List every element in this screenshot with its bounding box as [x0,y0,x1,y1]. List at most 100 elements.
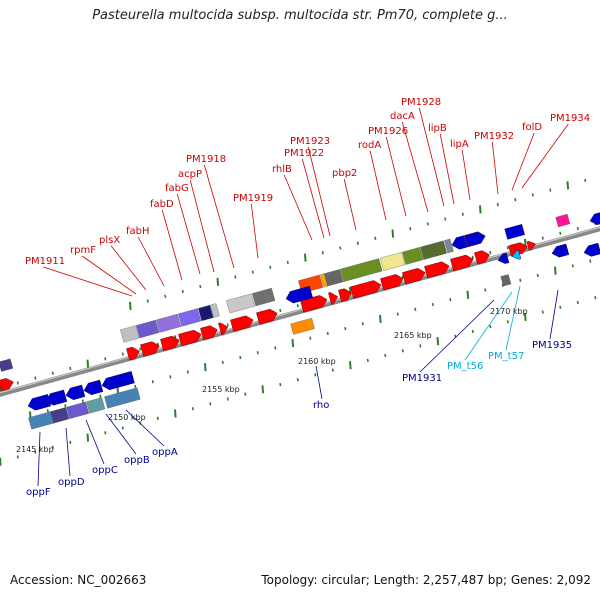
tick-mark [204,363,207,372]
tick-mark [589,259,592,263]
feature-block [104,387,141,409]
feature-block [420,240,448,260]
label-leader [65,427,71,477]
forward-gene-label: rhlB [272,164,292,175]
feature-box [402,247,424,265]
tick-mark [514,198,517,202]
feature-block [50,407,70,424]
feature-block [28,411,55,430]
tick-mark [121,426,124,430]
feature-block [120,325,140,343]
tick-mark [384,353,387,358]
feature-box [500,274,512,287]
tick-mark [291,339,295,348]
tick-mark [239,355,242,360]
tick-mark [431,302,434,307]
feature-block [27,394,52,411]
tick-mark [541,310,544,314]
tick-mark [279,382,282,387]
feature-box [120,325,140,343]
reverse-gene-label: oppA [152,447,178,458]
forward-gene [450,254,474,272]
tick-mark [296,378,299,382]
tick-mark [134,384,137,389]
feature-box [104,387,141,409]
feature-box [555,213,571,228]
forward-gene-label: PM1918 [186,154,226,165]
tick-mark [519,278,522,282]
tick-mark [69,366,72,371]
feature-box [86,397,106,414]
tick-mark [554,266,557,275]
tick-mark [34,450,37,454]
feature-block [83,379,104,395]
tick-mark [0,457,2,466]
forward-gene [256,308,278,325]
tick-mark [566,181,570,190]
feature-block [218,322,228,336]
scale-label: 2155 kbp [202,385,240,394]
tick-mark [226,397,229,401]
forward-gene [200,325,218,341]
feature-block [402,268,426,285]
feature-block [551,243,570,258]
forward-gene-label: fabD [150,199,174,210]
forward-gene-label: PM1911 [25,256,65,267]
tick-mark [69,440,72,445]
tick-mark [576,300,579,305]
feature-box [290,317,315,335]
tick-mark [244,392,247,396]
feature-block [328,292,338,305]
tick-mark [86,359,90,368]
label-leader [301,158,325,239]
reverse-gene-label: PM_t57 [488,351,524,362]
tick-mark [426,222,429,226]
tick-mark [151,380,154,384]
forward-gene [474,250,490,265]
tick-mark [401,349,404,353]
scale-label: 2145 kbp [16,445,54,454]
feature-box [210,303,220,318]
feature-block [526,241,537,251]
reverse-gene [451,235,468,250]
tick-mark [199,284,202,289]
forward-gene-label: PM1932 [474,131,514,142]
map-title: Pasteurella multocida subsp. multocida s… [92,8,508,23]
forward-gene-label: PM1928 [401,97,441,108]
tick-mark [501,283,504,287]
forward-gene [338,288,352,303]
tick-mark [496,202,499,207]
tick-mark [286,260,289,265]
label-leader [491,141,499,195]
feature-block [45,389,68,406]
topology-text: Topology: circular; Length: 2,257,487 bp… [261,573,591,587]
tick-mark [489,250,492,255]
feature-block [474,250,490,265]
feature-block [450,254,474,272]
feature-block [0,378,14,392]
feature-block [66,401,90,419]
forward-gene-label: PM1919 [233,193,273,204]
feature-block [340,258,383,282]
forward-gene [218,322,228,336]
tick-mark [436,337,440,346]
feature-block [464,231,486,248]
forward-gene-label: lipB [428,123,447,134]
label-leader [203,164,235,269]
forward-gene-label: plsX [99,235,120,246]
scale-label: 2170 kbp [490,307,528,316]
label-leader [418,107,445,207]
tick-mark [156,416,159,420]
feature-box [0,358,14,372]
forward-gene [402,268,426,285]
feature-block [256,308,278,325]
tick-mark [309,336,312,340]
accession-text: Accession: NC_002663 [10,573,147,587]
reverse-gene-label: oppF [26,487,51,498]
feature-block [285,285,313,304]
reverse-gene [83,379,104,395]
tick-mark [169,375,172,379]
tick-mark [559,231,562,235]
feature-block [200,325,218,341]
